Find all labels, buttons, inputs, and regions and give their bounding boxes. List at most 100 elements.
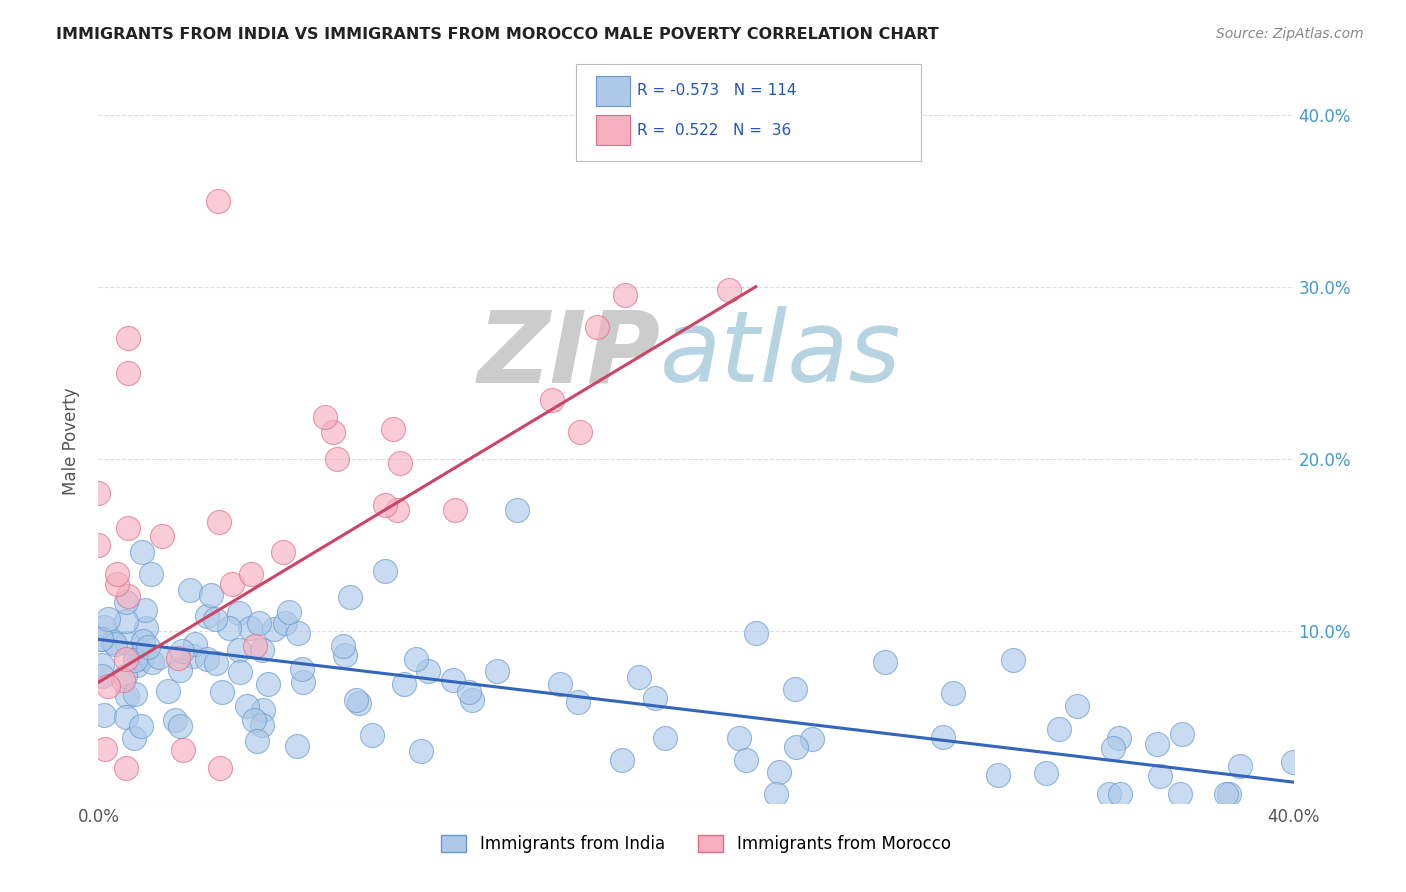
Point bbox=[87, 486, 110, 500]
Point bbox=[567, 695, 589, 709]
Point bbox=[131, 645, 153, 659]
Point bbox=[239, 621, 262, 635]
Point bbox=[117, 590, 139, 604]
Point bbox=[360, 727, 382, 741]
Point bbox=[285, 739, 308, 753]
Point bbox=[97, 680, 120, 694]
Point bbox=[1109, 787, 1132, 801]
Point bbox=[229, 665, 252, 680]
Point bbox=[141, 655, 163, 669]
Point bbox=[381, 422, 404, 436]
Point bbox=[205, 656, 228, 670]
Point bbox=[117, 366, 139, 380]
Point bbox=[163, 714, 186, 728]
Point bbox=[90, 669, 112, 683]
Point bbox=[385, 503, 409, 517]
Point bbox=[613, 288, 636, 302]
Point bbox=[1108, 731, 1130, 745]
Point bbox=[181, 648, 204, 663]
Point bbox=[1281, 756, 1303, 770]
Point bbox=[228, 643, 250, 657]
Point bbox=[718, 284, 741, 298]
Point bbox=[115, 652, 138, 666]
Point bbox=[200, 589, 222, 603]
Point bbox=[239, 567, 262, 582]
Point bbox=[136, 640, 159, 655]
Point bbox=[218, 621, 240, 635]
Point bbox=[103, 637, 125, 651]
Point bbox=[90, 658, 112, 673]
Point bbox=[1215, 787, 1237, 801]
Point bbox=[131, 545, 153, 559]
Point bbox=[1101, 740, 1123, 755]
Point bbox=[179, 583, 201, 598]
Point bbox=[243, 639, 266, 653]
Point bbox=[277, 605, 299, 619]
Point bbox=[987, 768, 1010, 782]
Point bbox=[211, 684, 233, 698]
Point bbox=[461, 693, 484, 707]
Point bbox=[1035, 766, 1057, 780]
Point bbox=[444, 503, 467, 517]
Point bbox=[117, 520, 139, 534]
Point bbox=[585, 319, 607, 334]
Point bbox=[441, 673, 464, 687]
Y-axis label: Male Poverty: Male Poverty bbox=[62, 388, 80, 495]
Point bbox=[654, 731, 676, 745]
Point bbox=[90, 632, 112, 647]
Point bbox=[207, 194, 229, 208]
Text: atlas: atlas bbox=[661, 306, 901, 403]
Point bbox=[131, 650, 153, 665]
Point bbox=[169, 664, 191, 678]
Point bbox=[314, 410, 336, 425]
Point bbox=[392, 677, 415, 691]
Legend: Immigrants from India, Immigrants from Morocco: Immigrants from India, Immigrants from M… bbox=[434, 828, 957, 860]
Point bbox=[1066, 699, 1088, 714]
Point bbox=[785, 739, 807, 754]
Point bbox=[256, 677, 278, 691]
Point bbox=[93, 620, 115, 634]
Point bbox=[250, 643, 273, 657]
Point bbox=[115, 761, 138, 775]
Point bbox=[800, 731, 823, 746]
Point bbox=[735, 753, 758, 767]
Point bbox=[374, 498, 396, 512]
Point bbox=[287, 625, 309, 640]
Point bbox=[252, 703, 274, 717]
Point bbox=[157, 683, 180, 698]
Point bbox=[612, 753, 634, 767]
Point bbox=[122, 731, 145, 745]
Point bbox=[150, 529, 173, 543]
Point bbox=[932, 730, 955, 744]
Point bbox=[114, 595, 136, 609]
Point bbox=[195, 608, 218, 623]
Point bbox=[389, 456, 412, 470]
Point bbox=[208, 515, 231, 529]
Point bbox=[785, 681, 807, 696]
Point bbox=[540, 393, 562, 408]
Point bbox=[263, 623, 285, 637]
Point bbox=[169, 719, 191, 733]
Point bbox=[291, 675, 314, 690]
Text: R = -0.573   N = 114: R = -0.573 N = 114 bbox=[637, 84, 796, 98]
Point bbox=[87, 538, 110, 552]
Point bbox=[1168, 787, 1191, 801]
Point bbox=[101, 634, 124, 648]
Point bbox=[1229, 758, 1251, 772]
Point bbox=[1170, 727, 1192, 741]
Point bbox=[291, 662, 314, 676]
Point bbox=[252, 717, 274, 731]
Point bbox=[374, 565, 396, 579]
Point bbox=[1149, 769, 1171, 783]
Text: IMMIGRANTS FROM INDIA VS IMMIGRANTS FROM MOROCCO MALE POVERTY CORRELATION CHART: IMMIGRANTS FROM INDIA VS IMMIGRANTS FROM… bbox=[56, 27, 939, 42]
Point bbox=[246, 734, 269, 748]
Point bbox=[322, 425, 344, 439]
Point bbox=[1097, 787, 1119, 801]
Point bbox=[242, 714, 264, 728]
Point bbox=[274, 615, 297, 630]
Point bbox=[124, 653, 146, 667]
Point bbox=[93, 707, 115, 722]
Point bbox=[568, 425, 591, 439]
Point bbox=[332, 639, 354, 653]
Point bbox=[344, 693, 367, 707]
